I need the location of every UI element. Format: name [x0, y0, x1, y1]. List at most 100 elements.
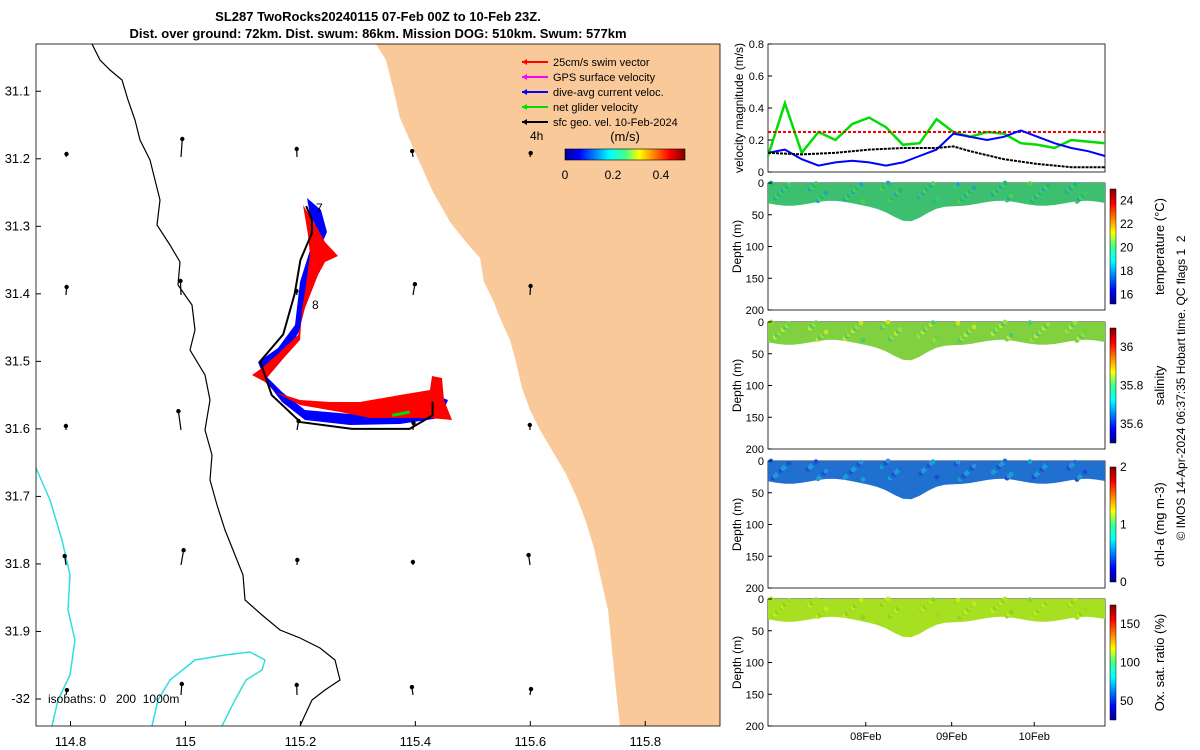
section-sample-point [885, 596, 891, 602]
legend-swatch-head [522, 59, 527, 65]
velocity-y-tick-label: 0.8 [749, 39, 764, 51]
map-y-tick-label: 31.7 [5, 488, 30, 503]
section-sample-point [1045, 322, 1051, 327]
map-x-ticks: 114.8 115 115.2 115.4 115.6 115.8 [55, 721, 661, 749]
section-sample-point [955, 597, 961, 603]
section-y-tick-label: 0 [758, 178, 764, 190]
section-y-tick-label: 100 [746, 658, 764, 670]
velocity-series-line [766, 99, 1106, 157]
isobaths-label: isobaths: 0 200 1000m [48, 692, 179, 706]
section-colorbar [1109, 604, 1117, 721]
velocity-series-line [767, 129, 1106, 167]
section-colorbar-tick: 16 [1120, 288, 1134, 302]
map-y-tick-label: 31.4 [5, 286, 30, 301]
section-sample-point [934, 474, 940, 480]
section-sample-point [813, 181, 819, 187]
speed-colorbar-tick: 0.4 [653, 168, 670, 182]
geostrophic-arrows [62, 136, 534, 696]
geostrophic-arrow-head [181, 548, 186, 553]
geostrophic-arrow-head [411, 420, 416, 426]
section-sample-point [1002, 596, 1008, 602]
map-panel: 7 8 isobaths: 0 200 1000m 114.8 115 115.2 1… [5, 43, 721, 749]
section-sample-point [860, 199, 866, 204]
section-panel-temperature: 0 50 100 150 200 Depth (m) 16 18 20 22 24 temperatu… [730, 178, 1167, 317]
section-sample-point [955, 320, 961, 326]
section-sample-point [858, 597, 864, 603]
section-sample-point [860, 338, 866, 343]
map-x-tick-label: 115 [175, 734, 196, 749]
section-sample-point [786, 598, 792, 604]
map-y-tick-label: 31.1 [5, 83, 30, 98]
section-panel-oxygen: 0 50 100 150 200 Depth (m) 50 100 150 Ox. sat. ra… [730, 594, 1167, 743]
map-y-tick-label: 31.9 [5, 623, 30, 638]
geostrophic-arrow-head [409, 684, 415, 690]
legend-label: 25cm/s swim vector [553, 57, 650, 69]
section-sample-point [813, 320, 819, 326]
section-y-tick-label: 200 [746, 305, 764, 317]
section-sample-point [930, 597, 936, 603]
legend-label: sfc geo. vel. 10-Feb-2024 [553, 117, 678, 129]
geostrophic-arrow-head [410, 559, 416, 565]
glider-track [259, 205, 434, 430]
land-mass [376, 44, 720, 726]
map-x-tick-label: 114.8 [55, 734, 87, 749]
section-sample-point [1002, 180, 1008, 186]
velocity-panel: velocity magnitude (m/s) 0 0.2 0.4 0.6 0.8 [732, 39, 1106, 179]
footer-note: © IMOS 14-Apr-2024 06:37:35 Hobart time.… [1174, 235, 1188, 540]
section-y-label: Depth (m) [730, 220, 744, 273]
geostrophic-arrow [180, 138, 183, 158]
section-x-tick-label: 09Feb [936, 731, 967, 743]
section-sample-point [955, 181, 961, 187]
map-y-tick-label: 31.3 [5, 218, 30, 233]
section-sample-point [786, 460, 792, 466]
section-y-tick-label: 100 [746, 242, 764, 254]
isobath-1000 [36, 467, 76, 726]
section-sample-point [1082, 191, 1088, 197]
section-sample-point [786, 182, 792, 188]
section-sample-point [858, 181, 864, 187]
velocity-y-tick-label: 0.4 [749, 103, 764, 115]
section-sample-point [858, 320, 864, 326]
section-sample-point [823, 606, 829, 612]
section-sample-point [885, 180, 891, 186]
velocity-y-label: velocity magnitude (m/s) [732, 43, 746, 173]
figure-title-line2: Dist. over ground: 72km. Dist. swum: 86k… [129, 26, 626, 41]
section-sample-point [786, 321, 792, 327]
map-y-tick-label: -32 [11, 691, 30, 706]
section-sample-point [1027, 181, 1033, 187]
map-y-ticks: 31.1 31.2 31.3 31.4 31.5 31.6 31.7 31.8 31.9 -32 [5, 83, 41, 706]
geostrophic-arrow-head [527, 422, 533, 428]
legend-swatch-head [522, 119, 527, 125]
figure-title-line1: SL287 TwoRocks20240115 07-Feb 00Z to 10-… [215, 9, 541, 24]
geostrophic-arrow-head [528, 686, 534, 692]
section-y-label: Depth (m) [730, 359, 744, 412]
section-colorbar-label: chl-a (mg m-3) [1152, 482, 1167, 567]
section-sample-point [1072, 597, 1078, 603]
map-legend: 25cm/s swim vector GPS surface velocity di… [522, 57, 686, 182]
geostrophic-arrow-head [64, 687, 70, 693]
section-sample-point [955, 459, 961, 465]
section-sample-point [1082, 330, 1088, 336]
section-sample-point [934, 335, 940, 341]
section-sample-point [934, 196, 940, 202]
geostrophic-arrow-head [294, 146, 299, 152]
section-sample-point [971, 601, 977, 607]
velocity-y-tick-label: 0 [758, 167, 764, 179]
section-sample-point [1082, 607, 1088, 613]
section-sample-point [1072, 459, 1078, 465]
isobath-200 [91, 44, 341, 726]
geostrophic-arrow-head [179, 681, 184, 687]
section-sample-point [971, 324, 977, 330]
section-sample-point [934, 612, 940, 618]
section-colorbar-label: salinity [1152, 365, 1167, 405]
section-sample-point [1008, 193, 1014, 199]
track-swim-band [252, 205, 452, 420]
section-colorbar-tick: 35.8 [1120, 379, 1144, 393]
net-glider-velocity [392, 410, 410, 417]
section-colorbar-tick: 50 [1120, 694, 1134, 708]
section-sample-point [897, 327, 903, 333]
geostrophic-arrow-head [410, 148, 415, 154]
geostrophic-arrow-head [528, 150, 533, 156]
map-frame [35, 43, 721, 727]
